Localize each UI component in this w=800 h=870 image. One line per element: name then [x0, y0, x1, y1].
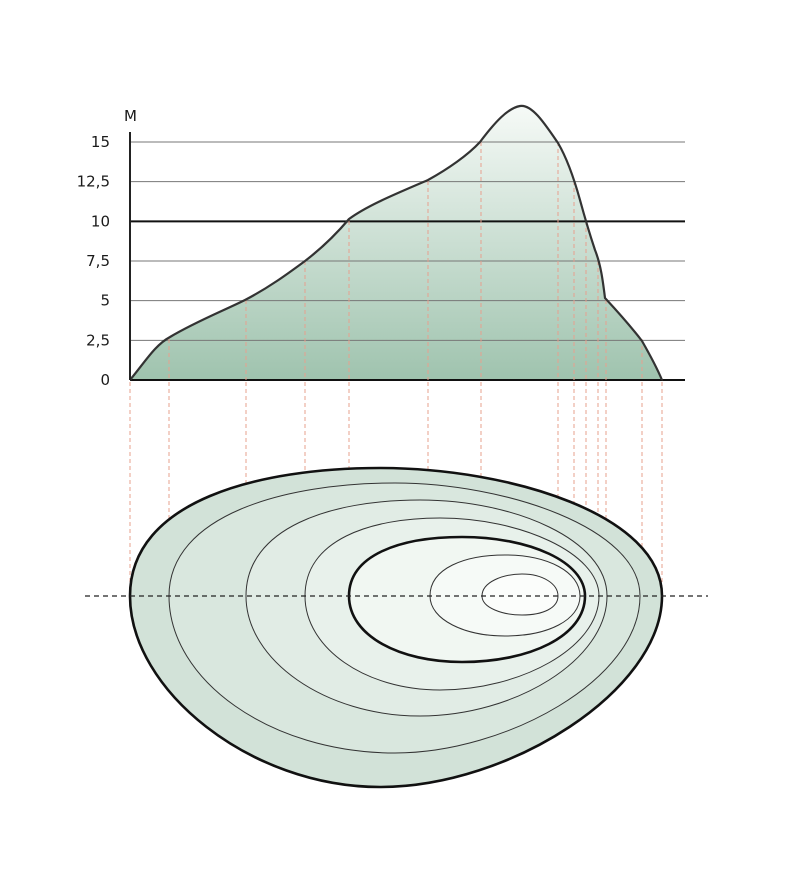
contour-map: [85, 466, 708, 789]
y-tick-label: 5: [100, 292, 110, 310]
contour-15: [481, 573, 559, 616]
grid-lines: [130, 141, 685, 381]
y-tick-label: 12,5: [77, 173, 110, 191]
y-tick-label: 0: [100, 371, 110, 389]
y-tick-label: 2,5: [86, 331, 110, 349]
profile-area: [130, 105, 662, 381]
profile-outline: [129, 104, 664, 381]
y-tick-label: 7,5: [86, 252, 110, 270]
projection-lines-upper: [168, 142, 643, 380]
y-tick-label: 10: [91, 212, 110, 230]
y-tick-label: 15: [91, 133, 110, 151]
y-unit-label: М: [124, 107, 137, 125]
y-tick-labels: 0 2,5 5 7,5 10 12,5 15: [77, 133, 110, 389]
profile-chart: 0 2,5 5 7,5 10 12,5 15 М: [77, 104, 685, 389]
